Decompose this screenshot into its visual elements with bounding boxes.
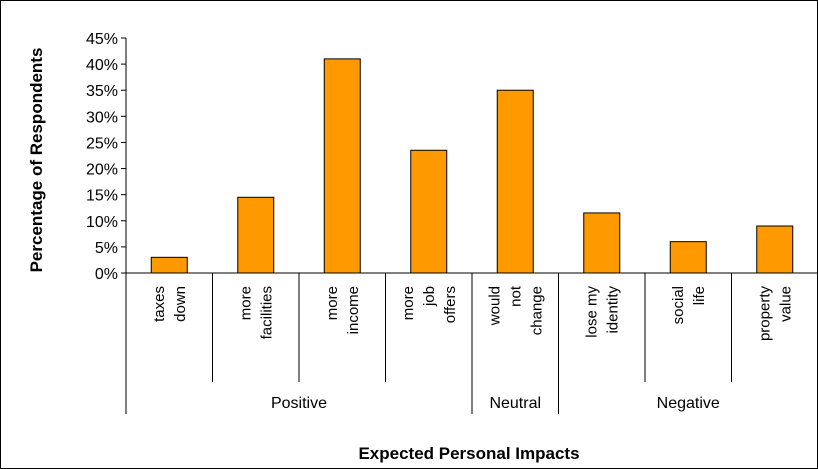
bar (237, 196, 275, 274)
group-label: Positive (271, 395, 327, 412)
bar (756, 225, 794, 274)
bar (669, 241, 707, 274)
category-label: property (756, 286, 773, 342)
category-label: would (486, 286, 503, 326)
bar (496, 89, 534, 274)
plot-area: 0% 5% 10% 15% 20% 25% 30% 35% 40% 45% taxes down mor… (86, 31, 818, 414)
category-label: job (421, 286, 438, 307)
bar (583, 212, 621, 274)
category-label: identity (604, 286, 621, 334)
y-axis-title: Percentage of Respondents (27, 48, 46, 273)
y-tick-label: 25% (86, 135, 118, 152)
group-label: Neutral (489, 395, 541, 412)
y-tick-label: 0% (95, 266, 118, 283)
y-tick-label: 15% (86, 188, 118, 205)
y-tick-label: 40% (86, 57, 118, 74)
category-label: value (777, 286, 794, 322)
bar (323, 58, 361, 274)
y-tick-label: 20% (86, 162, 118, 179)
category-label: not (507, 285, 524, 307)
x-axis-title: Expected Personal Impacts (358, 444, 579, 463)
y-tick-label: 5% (95, 240, 118, 257)
category-label: down (172, 286, 189, 322)
category-label: more (324, 286, 341, 320)
category-label: change (528, 286, 545, 335)
category-label: offers (442, 286, 459, 323)
category-label: social (670, 286, 687, 324)
y-tick-label: 30% (86, 109, 118, 126)
category-label: life (691, 286, 708, 305)
bar (150, 256, 188, 274)
y-tick-label: 10% (86, 214, 118, 231)
category-label: taxes (151, 286, 168, 322)
y-tick-label: 45% (86, 31, 118, 48)
bar (410, 149, 448, 274)
category-label: income (345, 286, 362, 334)
y-tick-label: 35% (86, 83, 118, 100)
category-label: more (400, 286, 417, 320)
category-label: facilities (258, 286, 275, 339)
group-label: Negative (657, 395, 720, 412)
category-label: more (237, 286, 254, 320)
category-label: lose my (583, 286, 600, 338)
